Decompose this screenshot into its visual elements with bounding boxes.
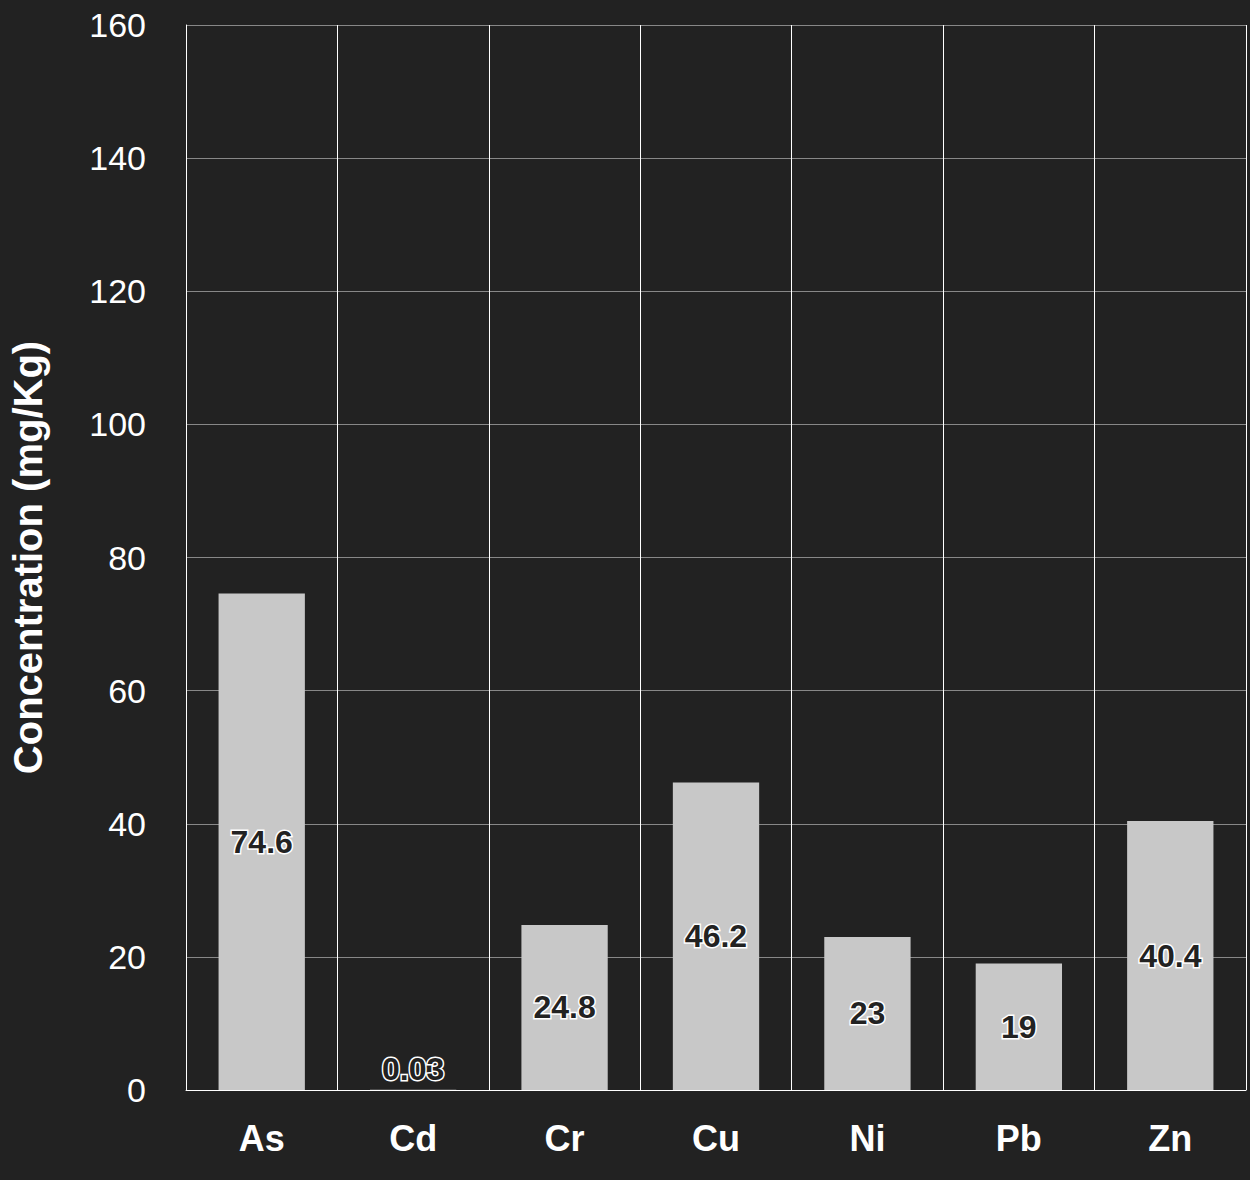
svg-text:74.6: 74.6 (231, 824, 293, 860)
svg-text:Zn: Zn (1148, 1118, 1192, 1159)
svg-text:Cr: Cr (545, 1118, 585, 1159)
svg-text:Cd: Cd (389, 1118, 437, 1159)
svg-text:40.4: 40.4 (1139, 938, 1201, 974)
svg-text:Pb: Pb (996, 1118, 1042, 1159)
svg-text:Cu: Cu (692, 1118, 740, 1159)
svg-text:0.03: 0.03 (382, 1051, 444, 1087)
svg-text:Ni: Ni (849, 1118, 885, 1159)
svg-text:24.8: 24.8 (533, 989, 595, 1025)
svg-text:60: 60 (108, 672, 146, 710)
svg-text:23: 23 (850, 995, 886, 1031)
svg-text:20: 20 (108, 938, 146, 976)
svg-text:Concentration (mg/Kg): Concentration (mg/Kg) (6, 341, 50, 774)
svg-text:120: 120 (89, 272, 146, 310)
svg-text:140: 140 (89, 139, 146, 177)
svg-text:0: 0 (127, 1071, 146, 1109)
svg-text:As: As (239, 1118, 285, 1159)
svg-text:100: 100 (89, 405, 146, 443)
svg-text:80: 80 (108, 539, 146, 577)
svg-text:19: 19 (1001, 1009, 1037, 1045)
svg-text:160: 160 (89, 6, 146, 44)
svg-text:40: 40 (108, 805, 146, 843)
svg-text:46.2: 46.2 (685, 918, 747, 954)
